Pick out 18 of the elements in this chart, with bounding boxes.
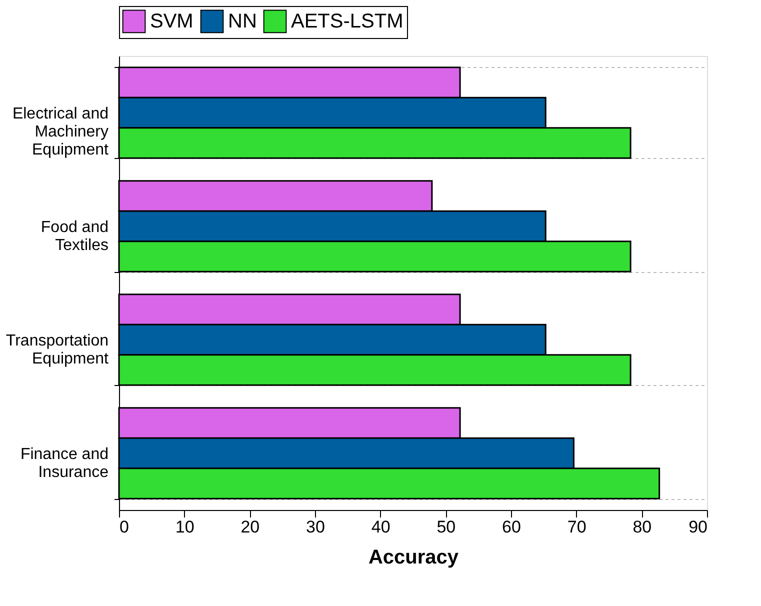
x-tick-label: 40 xyxy=(371,518,390,536)
x-tick-label: 20 xyxy=(240,518,260,536)
x-tick-label: 90 xyxy=(688,518,708,536)
y-tick-label: Electrical and Machinery Equipment xyxy=(12,105,110,158)
legend-label: SVM xyxy=(150,10,194,32)
x-tick-label: 70 xyxy=(567,518,586,536)
y-tick-label: Finance and Insurance xyxy=(20,446,109,481)
legend-label: AETS-LSTM xyxy=(291,10,404,32)
y-tick-label: Food and Textiles xyxy=(40,218,108,254)
x-tick-label: 30 xyxy=(306,518,325,536)
legend-label: NN xyxy=(228,10,257,32)
x-tick-label: 80 xyxy=(632,518,652,536)
x-tick-label: 60 xyxy=(502,518,521,536)
y-tick-label: Transportation Equipment xyxy=(6,332,110,368)
x-tick-label: 10 xyxy=(175,518,194,536)
x-axis-title: Accuracy xyxy=(368,546,460,568)
x-tick-label: 50 xyxy=(436,518,456,536)
x-tick-label: 0 xyxy=(120,518,129,536)
